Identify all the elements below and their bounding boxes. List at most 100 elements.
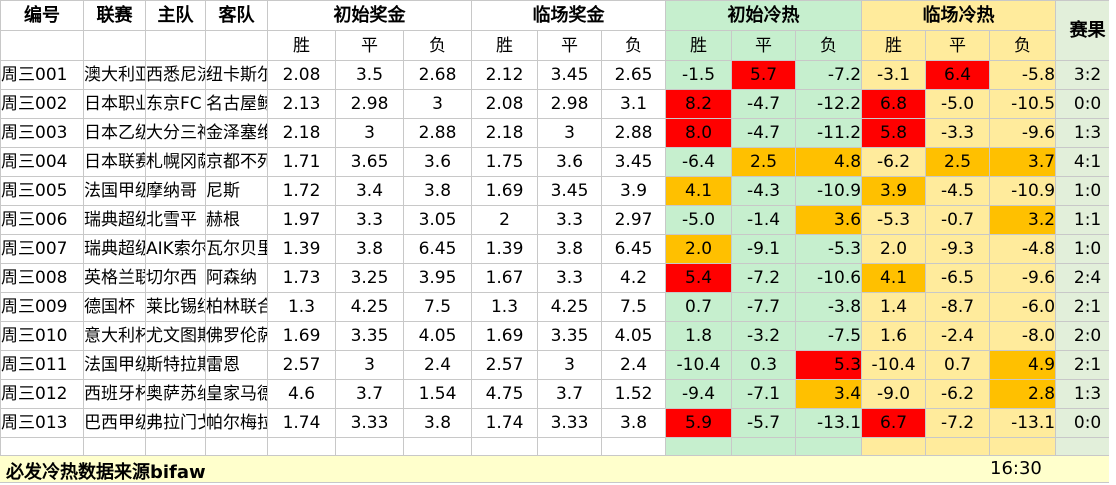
home-team: 斯特拉斯 bbox=[145, 350, 206, 380]
header-closing-heat: 临场冷热 bbox=[861, 0, 1057, 31]
away-team: 京都不死 bbox=[205, 147, 268, 177]
match-id: 周三005 bbox=[0, 176, 84, 206]
initial-heat-draw: -5.7 bbox=[731, 408, 797, 438]
initial-heat-draw: -4.7 bbox=[731, 89, 797, 119]
initial-heat-win: -6.4 bbox=[665, 147, 733, 177]
initial-odds-draw: 3.8 bbox=[335, 234, 404, 264]
initial-heat-loss: 3.6 bbox=[795, 205, 863, 235]
initial-heat-win: -1.5 bbox=[665, 60, 733, 90]
table-row: 周三011法国甲级斯特拉斯雷恩2.5732.42.5732.4-10.40.35… bbox=[0, 350, 1116, 380]
closing-heat-loss: -9.6 bbox=[989, 118, 1057, 148]
closing-odds-win: 1.67 bbox=[471, 263, 539, 293]
match-result: 3:2 bbox=[1055, 60, 1116, 90]
header-blank bbox=[145, 30, 206, 61]
league-name: 瑞典超级 bbox=[83, 234, 146, 264]
data-source-note: 必发冷热数据来源bifaw bbox=[6, 462, 206, 483]
initial-heat-loss: -11.2 bbox=[795, 118, 863, 148]
away-team: 金泽塞维 bbox=[205, 118, 268, 148]
initial-odds-loss: 2.88 bbox=[402, 118, 473, 148]
initial-odds-win: 4.6 bbox=[267, 379, 336, 409]
closing-odds-draw: 3.3 bbox=[537, 263, 603, 293]
closing-heat-draw: -9.3 bbox=[925, 234, 991, 264]
closing-heat-win: 6.8 bbox=[861, 89, 927, 119]
initial-heat-win: 4.1 bbox=[665, 176, 733, 206]
closing-heat-win: -6.2 bbox=[861, 147, 927, 177]
closing-odds-loss: 2.97 bbox=[601, 205, 667, 235]
away-team: 尼斯 bbox=[205, 176, 268, 206]
home-team: 摩纳哥 bbox=[145, 176, 206, 206]
home-team: 大分三神 bbox=[145, 118, 206, 148]
header-blank bbox=[83, 30, 146, 61]
closing-heat-loss: 4.9 bbox=[989, 350, 1057, 380]
header-row-1: 编号 联赛 主队 客队 初始奖金 临场奖金 初始冷热 临场冷热 赛果 bbox=[0, 0, 1116, 61]
away-team: 瓦尔贝里 bbox=[205, 234, 268, 264]
table-row: 周三004日本联赛札幌冈萨京都不死1.713.653.61.753.63.45-… bbox=[0, 147, 1116, 177]
match-result: 0:0 bbox=[1055, 408, 1116, 438]
header-result: 赛果 bbox=[1055, 0, 1116, 61]
closing-heat-draw: -5.0 bbox=[925, 89, 991, 119]
home-team: 奥萨苏纳 bbox=[145, 379, 206, 409]
closing-odds-win: 1.69 bbox=[471, 176, 539, 206]
initial-odds-draw: 3 bbox=[335, 118, 404, 148]
initial-heat-loss: -13.1 bbox=[795, 408, 863, 438]
closing-odds-win: 1.75 bbox=[471, 147, 539, 177]
closing-odds-draw: 3.45 bbox=[537, 60, 603, 90]
closing-heat-draw: -3.3 bbox=[925, 118, 991, 148]
initial-odds-win: 1.74 bbox=[267, 408, 336, 438]
away-team: 赫根 bbox=[205, 205, 268, 235]
initial-odds-draw: 3.5 bbox=[335, 60, 404, 90]
initial-heat-draw: -3.2 bbox=[731, 321, 797, 351]
closing-heat-draw: -2.4 bbox=[925, 321, 991, 351]
closing-heat-draw: -7.2 bbox=[925, 408, 991, 438]
initial-heat-draw: -4.7 bbox=[731, 118, 797, 148]
closing-heat-loss: 2.8 bbox=[989, 379, 1057, 409]
table-row: 周三008 英格兰联 切尔西 阿森纳 1.73 3.25 3.95 1.67 3.3 4.2 5.4… bbox=[0, 263, 1116, 293]
closing-odds-loss: 3.45 bbox=[601, 147, 667, 177]
closing-odds-win: 1.3 bbox=[471, 292, 539, 322]
initial-odds-win: 1.69 bbox=[267, 321, 336, 351]
closing-heat-loss: -10.5 bbox=[989, 89, 1057, 119]
closing-heat-loss: -8.0 bbox=[989, 321, 1057, 351]
away-team: 皇家马德 bbox=[205, 379, 268, 409]
match-result: 1:0 bbox=[1055, 234, 1116, 264]
initial-heat-win: -5.0 bbox=[665, 205, 733, 235]
header-initial-odds: 初始奖金 bbox=[266, 0, 473, 31]
table-row: 周三010意大利杯尤文图斯佛罗伦萨1.693.354.051.693.354.0… bbox=[0, 321, 1116, 351]
subheader-win: 胜 bbox=[471, 30, 539, 61]
header-initial-heat: 初始冷热 bbox=[665, 0, 863, 31]
match-result: 1:0 bbox=[1055, 176, 1116, 206]
header-row-2: 胜 平 负 胜 平 负 胜 平 负 胜 平 负 bbox=[0, 30, 1116, 61]
initial-heat-win: 1.8 bbox=[665, 321, 733, 351]
header-home: 主队 bbox=[145, 0, 206, 31]
initial-odds-draw: 3.33 bbox=[335, 408, 404, 438]
home-team: 弗拉门戈 bbox=[145, 408, 206, 438]
home-team: 莱比锡红 bbox=[145, 292, 206, 322]
initial-odds-win: 1.3 bbox=[267, 292, 336, 322]
initial-odds-win: 1.72 bbox=[267, 176, 336, 206]
closing-heat-loss: 3.7 bbox=[989, 147, 1057, 177]
away-team: 纽卡斯尔 bbox=[205, 60, 268, 90]
initial-odds-loss: 3.6 bbox=[402, 147, 473, 177]
closing-odds-win: 1.69 bbox=[471, 321, 539, 351]
initial-odds-win: 1.71 bbox=[267, 147, 336, 177]
initial-heat-win: 8.2 bbox=[665, 89, 733, 119]
league-name: 瑞典超级 bbox=[83, 205, 146, 235]
closing-heat-loss: -6.0 bbox=[989, 292, 1057, 322]
initial-heat-win: 2.0 bbox=[665, 234, 733, 264]
initial-odds-loss: 3.8 bbox=[402, 408, 473, 438]
footer-bar: 必发冷热数据来源bifaw 16:30 bbox=[0, 455, 1109, 483]
initial-heat-draw: -7.7 bbox=[731, 292, 797, 322]
closing-odds-loss: 2.65 bbox=[601, 60, 667, 90]
closing-heat-win: -9.0 bbox=[861, 379, 927, 409]
header-closing-odds: 临场奖金 bbox=[471, 0, 667, 31]
closing-odds-draw: 3.6 bbox=[537, 147, 603, 177]
timestamp: 16:30 bbox=[990, 458, 1042, 479]
initial-odds-loss: 3.05 bbox=[402, 205, 473, 235]
odds-heat-table: 编号 联赛 主队 客队 初始奖金 临场奖金 初始冷热 临场冷热 赛果 胜 平 负… bbox=[0, 0, 1116, 467]
match-id: 周三008 bbox=[0, 263, 84, 293]
initial-heat-win: -10.4 bbox=[665, 350, 733, 380]
closing-odds-win: 1.74 bbox=[471, 408, 539, 438]
closing-odds-draw: 3.45 bbox=[537, 176, 603, 206]
league-name: 日本乙级 bbox=[83, 118, 146, 148]
closing-odds-win: 2.18 bbox=[471, 118, 539, 148]
